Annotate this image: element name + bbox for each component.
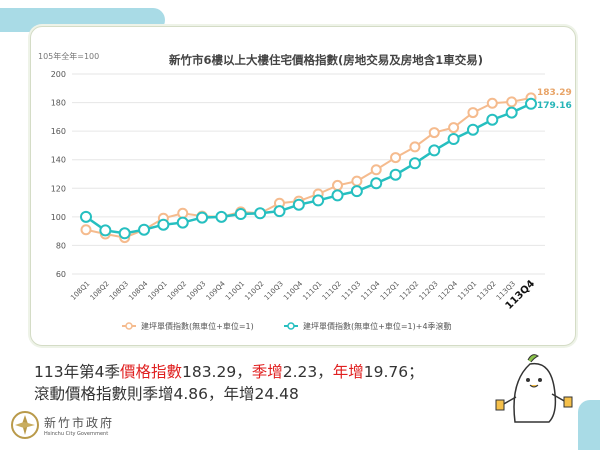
data-point bbox=[177, 207, 189, 219]
decor-bar-bottom bbox=[578, 400, 600, 450]
hsinchu-logo: 新竹市政府 Hsinchu City Government bbox=[10, 410, 114, 440]
chart-title: 新竹市6樓以上大樓住宅價格指數(房地交易及房地含1車交易) bbox=[169, 53, 483, 67]
summary-yoy-label: 年增 bbox=[332, 363, 364, 381]
data-point bbox=[157, 218, 170, 231]
data-point bbox=[466, 123, 479, 136]
data-point bbox=[351, 175, 363, 187]
data-point bbox=[486, 113, 499, 126]
summary-yoy-value: 19.76； bbox=[363, 363, 424, 381]
mascot-illustration bbox=[495, 354, 573, 423]
y-tick-label: 100 bbox=[51, 213, 66, 222]
data-point bbox=[370, 177, 383, 190]
x-tick-label: 111Q1 bbox=[301, 280, 323, 302]
legend-marker bbox=[287, 322, 295, 330]
city-emblem-icon bbox=[11, 411, 39, 439]
summary-text: 113年第4季價格指數183.29，季增2.23，年增19.76； 滾動價格指數… bbox=[34, 361, 424, 405]
y-tick-label: 140 bbox=[51, 156, 66, 165]
y-tick-label: 180 bbox=[51, 99, 66, 108]
data-point bbox=[447, 133, 460, 145]
y-tick-label: 80 bbox=[56, 241, 66, 250]
summary-qoq-label: 季增 bbox=[251, 363, 283, 381]
x-tick-label: 112Q3 bbox=[418, 280, 440, 302]
x-tick-label: 108Q4 bbox=[127, 279, 150, 302]
data-point bbox=[448, 122, 460, 134]
x-tick-label: 111Q2 bbox=[321, 280, 343, 302]
x-tick-label: 110Q4 bbox=[282, 279, 305, 302]
data-point bbox=[80, 210, 92, 223]
data-point bbox=[389, 168, 402, 181]
data-point bbox=[428, 144, 441, 157]
x-tick-label: 110Q3 bbox=[263, 280, 285, 302]
data-point bbox=[409, 141, 421, 153]
data-point bbox=[506, 96, 518, 108]
data-point bbox=[138, 223, 151, 236]
legend-label: 建坪單價指數(無車位+車位=1)+4季滾動 bbox=[303, 321, 452, 331]
data-point bbox=[390, 152, 402, 164]
end-data-label: 183.29 bbox=[537, 88, 572, 98]
data-point bbox=[234, 208, 247, 220]
logo-cn: 新竹市政府 bbox=[44, 415, 115, 430]
data-point bbox=[292, 198, 305, 211]
data-point bbox=[505, 106, 518, 119]
data-point bbox=[486, 97, 498, 109]
data-point bbox=[254, 207, 267, 220]
data-point bbox=[312, 194, 325, 207]
x-tick-label: 108Q2 bbox=[89, 280, 111, 302]
x-tick-label: 111Q3 bbox=[340, 280, 362, 302]
x-tick-label: 109Q2 bbox=[166, 280, 188, 302]
data-point bbox=[408, 157, 421, 170]
data-point bbox=[350, 185, 363, 198]
series-line bbox=[85, 102, 532, 235]
unit-note: 105年全年=100 bbox=[38, 51, 99, 61]
legend-marker bbox=[125, 322, 133, 330]
y-tick-label: 160 bbox=[51, 127, 66, 136]
chart-card bbox=[30, 26, 576, 346]
y-tick-label: 60 bbox=[56, 270, 66, 279]
x-tick-label: 113Q2 bbox=[476, 280, 498, 302]
logo-en: Hsinchu City Government bbox=[44, 430, 109, 437]
summary-rolling: 滾動價格指數則季增4.86，年增24.48 bbox=[34, 385, 299, 403]
x-tick-label: 109Q1 bbox=[147, 280, 169, 302]
data-point bbox=[467, 107, 479, 119]
data-point bbox=[99, 224, 112, 237]
data-point bbox=[370, 164, 382, 176]
data-point bbox=[80, 224, 92, 236]
data-point bbox=[331, 189, 344, 202]
x-tick-label: 113Q1 bbox=[456, 280, 478, 302]
x-tick-label: 110Q1 bbox=[224, 280, 246, 302]
summary-index-value: 183.29， bbox=[181, 363, 252, 381]
legend-label: 建坪單價指數(無車位+車位=1) bbox=[141, 321, 254, 331]
data-point bbox=[215, 210, 228, 223]
x-tick-label: 109Q3 bbox=[185, 280, 207, 302]
x-tick-label: 110Q2 bbox=[243, 280, 265, 302]
summary-index-label: 價格指數 bbox=[119, 363, 182, 381]
x-tick-label: 112Q1 bbox=[379, 280, 401, 302]
x-tick-label: 111Q4 bbox=[359, 279, 382, 302]
x-tick-label: 108Q1 bbox=[69, 280, 91, 302]
summary-period: 113年第4季 bbox=[34, 363, 120, 381]
y-tick-label: 200 bbox=[51, 70, 66, 79]
x-tick-label: 112Q2 bbox=[398, 280, 420, 302]
data-point bbox=[273, 205, 286, 218]
x-tick-label: 109Q4 bbox=[205, 279, 228, 302]
data-point bbox=[525, 97, 537, 110]
x-tick-label: 112Q4 bbox=[437, 279, 460, 302]
data-point bbox=[118, 227, 131, 240]
line-chart: 105年全年=100 新竹市6樓以上大樓住宅價格指數(房地交易及房地含1車交易)… bbox=[38, 51, 572, 331]
data-point bbox=[332, 179, 344, 191]
data-point bbox=[196, 211, 209, 224]
y-tick-label: 120 bbox=[51, 184, 66, 193]
end-data-label: 179.16 bbox=[537, 101, 572, 111]
summary-qoq-value: 2.23， bbox=[282, 363, 333, 381]
data-point bbox=[176, 216, 189, 229]
x-tick-label: 108Q3 bbox=[108, 280, 130, 302]
data-point bbox=[428, 127, 440, 139]
